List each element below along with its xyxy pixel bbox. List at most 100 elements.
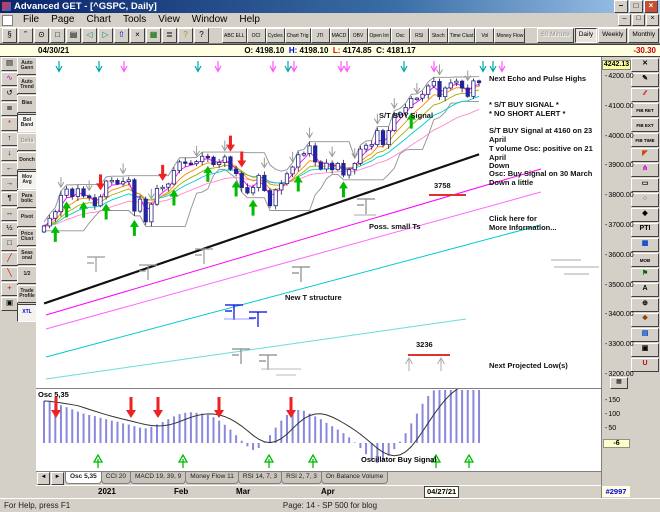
minimize-button[interactable]: –: [614, 0, 628, 13]
tab-next-button[interactable]: ►: [51, 472, 64, 485]
paste-icon[interactable]: ⇧: [114, 28, 129, 43]
scroll-left-icon[interactable]: ←: [1, 162, 18, 176]
menu-view[interactable]: View: [158, 14, 180, 25]
tab-rsi-2-7-3[interactable]: RSI 2, 7, 3: [281, 472, 322, 484]
menu-tools[interactable]: Tools: [122, 14, 147, 25]
studies-icon[interactable]: ≣: [1, 102, 18, 116]
make-trade-icon[interactable]: ▦: [631, 238, 659, 252]
tab-prev-button[interactable]: ◄: [37, 472, 50, 485]
study-auto-trend[interactable]: Auto Trend: [17, 76, 37, 94]
regression-box-icon[interactable]: ▭: [631, 178, 659, 192]
paragraph-icon[interactable]: ¶: [1, 192, 18, 206]
pitchfork-icon[interactable]: ⋔: [631, 163, 659, 177]
osc-reset-icon[interactable]: ↺: [1, 87, 18, 101]
chart-window-icon[interactable]: ▦: [146, 28, 161, 43]
ellipse-icon[interactable]: ○: [631, 193, 659, 207]
mdi-close-button[interactable]: ×: [646, 14, 659, 26]
template-icon[interactable]: ▤: [1, 57, 18, 71]
study-mov-avg[interactable]: Mov Avg: [17, 171, 37, 189]
scroll-up-icon[interactable]: ↑: [1, 132, 18, 146]
expand-icon[interactable]: ↔: [1, 207, 18, 221]
search-icon[interactable]: ⊙: [34, 28, 49, 43]
menu-help[interactable]: Help: [239, 14, 260, 25]
select-box-icon[interactable]: □: [1, 237, 18, 251]
delete-icon[interactable]: ×: [130, 28, 145, 43]
palette-icon[interactable]: ❖: [631, 313, 659, 327]
pti-button[interactable]: PTI: [631, 223, 659, 237]
study-button-oci[interactable]: OCI: [246, 28, 266, 43]
maximize-button[interactable]: □: [629, 0, 643, 13]
timeframe-60-minute[interactable]: 60 Minute: [537, 28, 574, 43]
zoom-tool-icon[interactable]: ⊕: [631, 298, 659, 312]
study-donch[interactable]: Donch: [17, 152, 37, 170]
tab-money-flow-11[interactable]: Money Flow 11: [185, 472, 239, 484]
pin-icon[interactable]: §: [2, 28, 17, 43]
scroll-right-icon[interactable]: →: [1, 177, 18, 191]
study-button-rsi[interactable]: RSI: [409, 28, 429, 43]
print-icon[interactable]: ≣: [162, 28, 177, 43]
new-page-icon[interactable]: □: [50, 28, 65, 43]
study-button-osc[interactable]: Osc: [390, 28, 410, 43]
study-seas-onal[interactable]: Seas onal: [17, 247, 37, 265]
more-information-link[interactable]: Click here for More Information...: [489, 214, 557, 232]
tab-osc-5-35[interactable]: Osc 5,35: [65, 472, 102, 484]
fib-extension-button[interactable]: FIB EXT: [631, 118, 659, 132]
study-button-money-flow[interactable]: Money Flow: [494, 28, 526, 43]
tab-cci-20[interactable]: CCI 20: [100, 472, 131, 484]
study-button-chart-trig[interactable]: Chart Trig: [284, 28, 311, 43]
next-page-icon[interactable]: ▷: [98, 28, 113, 43]
study-button-abc-ell[interactable]: ABC ELL: [222, 28, 247, 43]
scroll-down-icon[interactable]: ↓: [1, 147, 18, 161]
half-icon[interactable]: ½: [1, 222, 18, 236]
study-button-stoch[interactable]: Stoch: [428, 28, 448, 43]
study-button-macd[interactable]: MACD: [329, 28, 349, 43]
study-xtl[interactable]: XTL: [17, 304, 37, 322]
crosshair-icon[interactable]: +: [1, 282, 18, 296]
price-chart[interactable]: S/T BUY Signal Next Echo and Pulse Highs *…: [36, 57, 601, 389]
study-bol-band[interactable]: Bol Band: [17, 114, 37, 132]
study-button-jti[interactable]: JTI: [310, 28, 330, 43]
study-price-clust[interactable]: Price Clust: [17, 228, 37, 246]
lines-icon[interactable]: ╱: [1, 252, 18, 266]
menu-window[interactable]: Window: [191, 14, 228, 25]
menu-page[interactable]: Page: [51, 14, 75, 25]
tab-rsi-14-7-3[interactable]: RSI 14, 7, 3: [237, 472, 283, 484]
study-para-bolic[interactable]: Para bolic: [17, 190, 37, 208]
u-button[interactable]: U: [631, 358, 659, 372]
text-tool-button[interactable]: A: [631, 283, 659, 297]
help-icon[interactable]: ?: [178, 28, 193, 43]
copy-icon[interactable]: ▣: [631, 343, 659, 357]
eraser-icon[interactable]: ◆: [631, 208, 659, 222]
fib-time-button[interactable]: FIB TIME: [631, 133, 659, 147]
timeframe-daily[interactable]: Daily: [574, 28, 598, 43]
tab-macd-19-39-9[interactable]: MACD 19, 39, 9: [129, 472, 187, 484]
grid-icon[interactable]: ▤: [631, 328, 659, 342]
menu-chart[interactable]: Chart: [86, 14, 111, 25]
scale-settings-icon[interactable]: ▦: [610, 377, 628, 389]
mob-button[interactable]: MOB: [631, 253, 659, 267]
study-delta[interactable]: Delta: [17, 133, 37, 151]
timeframe-monthly[interactable]: Monthly: [628, 28, 660, 43]
prev-page-icon[interactable]: ◁: [82, 28, 97, 43]
study-button-vol[interactable]: Vol: [475, 28, 495, 43]
oscillator-panel[interactable]: Osc 5,35 Oscillator Buy Signal: [36, 384, 601, 472]
mdi-minimize-button[interactable]: –: [618, 14, 631, 26]
tab-on-balance-volume[interactable]: On Balance Volume: [320, 472, 389, 484]
study-trade-profile[interactable]: Trade Profile: [17, 285, 37, 303]
menu-file[interactable]: File: [23, 14, 40, 25]
delete-drawing-icon[interactable]: ✕: [631, 58, 659, 72]
mdi-restore-button[interactable]: □: [632, 14, 645, 26]
quotes-icon[interactable]: ”: [18, 28, 33, 43]
study-pivot[interactable]: Pivot: [17, 209, 37, 227]
open-page-icon[interactable]: ▤: [66, 28, 81, 43]
study-button-time-clust[interactable]: Time Clust: [447, 28, 476, 43]
study-auto-gann[interactable]: Auto Gann: [17, 57, 37, 75]
elliott-icon[interactable]: ∿: [1, 72, 18, 86]
study-button-open-int[interactable]: Open Int: [367, 28, 391, 43]
study-1-2[interactable]: 1/2: [17, 266, 37, 284]
study-button-obv[interactable]: OBV: [348, 28, 368, 43]
study-button-cycles[interactable]: Cycles: [265, 28, 285, 43]
trendlines-icon[interactable]: ∕∕: [631, 88, 659, 102]
timeframe-weekly[interactable]: Weekly: [598, 28, 628, 43]
alert-flag-icon[interactable]: ⚑: [631, 268, 659, 282]
